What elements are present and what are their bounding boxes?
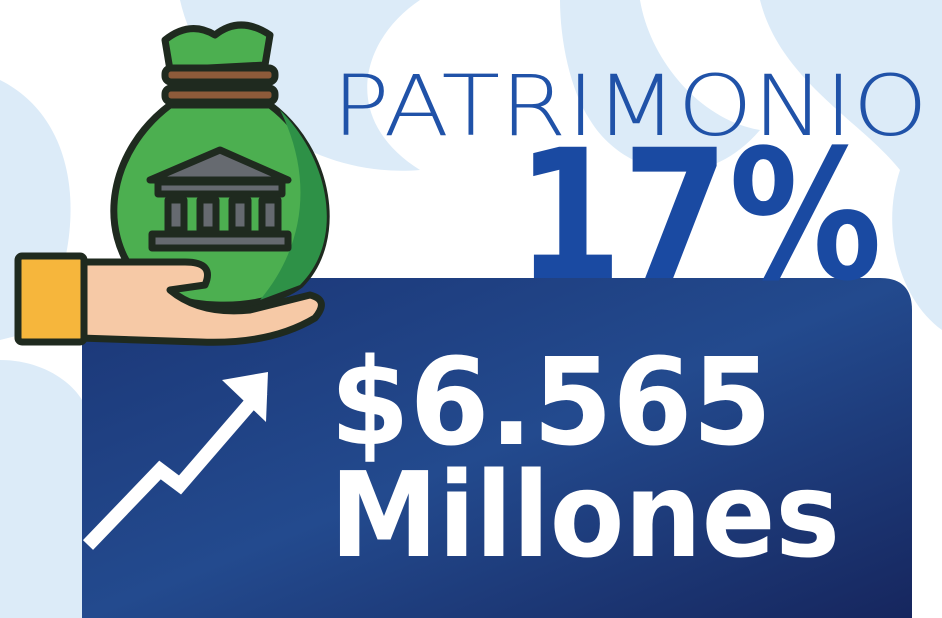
title: PATRIMONIO xyxy=(332,57,928,155)
growth-arrow xyxy=(82,385,268,550)
card xyxy=(82,278,912,618)
percent: 17% xyxy=(516,112,882,321)
hand-icon xyxy=(14,252,325,346)
growth-arrowhead xyxy=(222,372,268,422)
amount-unit: Millones xyxy=(330,446,840,584)
amount: $6.565 xyxy=(330,334,772,473)
money-bag-icon xyxy=(110,21,330,309)
